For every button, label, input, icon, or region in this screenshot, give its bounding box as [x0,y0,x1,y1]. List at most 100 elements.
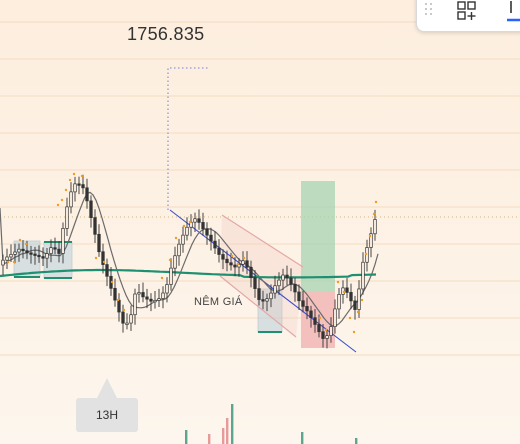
target-zone [301,181,335,292]
candle-body [277,279,281,287]
candle-body [257,288,261,300]
candle-body [161,292,165,299]
peak-marker [242,256,246,260]
candle-body [145,296,149,300]
candle-body [149,298,153,302]
peak-marker [12,260,16,264]
volume-bar [222,428,225,444]
peak-marker [24,242,28,246]
volume-bar [226,418,229,444]
annotation-label[interactable]: NÊM GIÁ [194,296,243,308]
candle-body [69,191,73,208]
price-readout: 1756.835 [127,24,205,44]
peak-marker [230,254,234,258]
candle-body [265,298,269,302]
candle-body [153,299,157,303]
candle-body [293,283,297,293]
candle-body [165,284,169,294]
candle-body [249,266,253,278]
volume-bar [231,404,234,444]
candle-body [9,254,13,258]
candle-body [329,326,333,336]
candle-body [25,250,29,254]
candle-body [89,200,93,218]
volume-bar [208,434,211,444]
candle-body [53,247,57,250]
candle-body [361,261,365,290]
floating-toolbar[interactable] [416,0,520,32]
candle-body [317,324,321,333]
peak-marker [360,298,364,302]
peak-marker [6,260,10,264]
candle-body [117,299,121,313]
candle-body [337,294,341,310]
candle-body [325,335,329,339]
candle-body [61,228,65,254]
candle-body [133,293,137,316]
volume-bar [301,432,304,444]
candle-body [349,292,353,302]
candle-body [21,248,25,252]
candle-body [93,217,97,235]
peak-marker [174,236,178,240]
candle-body [33,253,37,256]
peak-marker [168,258,172,262]
candle-body [177,243,181,257]
peak-marker [374,200,378,204]
candle-body [37,254,41,258]
candle-body [97,233,101,253]
peak-marker [102,260,106,264]
peak-marker [318,316,322,320]
peak-marker [64,188,68,192]
candle-body [357,288,361,310]
candle-body [29,252,33,255]
candle-body [105,264,109,277]
candle-body [185,226,189,236]
candle-body [197,218,201,223]
candle-body [221,254,225,260]
volume-bar [185,430,188,444]
candle-body [81,184,85,189]
candle-body [213,240,217,249]
peak-marker [160,276,164,280]
candle-body [17,248,21,253]
peak-marker [188,220,192,224]
ma-slow-line [0,268,377,279]
candle-body [353,300,357,310]
time-pointer [97,378,117,398]
candle-body [281,274,285,281]
peak-marker [348,316,352,320]
candle-body [373,219,377,235]
candle-body [241,260,245,265]
candle-body [305,306,309,312]
line-tool-icon[interactable] [507,0,520,23]
candle-body [101,251,105,265]
peak-marker [182,224,186,228]
candle-body [289,277,293,285]
drag-dots-icon[interactable] [425,3,435,17]
peak-marker [116,298,120,302]
peak-marker [94,256,98,260]
candle-body [5,256,9,261]
candle-body [245,260,249,268]
volume-bars [185,404,358,444]
peak-marker [60,198,64,202]
candle-body [1,259,5,266]
candle-body [285,274,289,279]
candle-body [113,287,117,301]
candle-body [77,183,81,186]
add-grid-icon[interactable] [457,1,477,21]
peak-marker [372,212,376,216]
candle-body [65,206,69,229]
candle-body [297,291,301,302]
candle-body [253,277,257,289]
candle-body [157,298,161,301]
candle-body [225,258,229,264]
price-guide-line [167,67,208,210]
candle-body [333,308,337,327]
peak-marker [122,308,126,312]
candle-body [269,292,273,300]
candle-body [193,218,197,223]
